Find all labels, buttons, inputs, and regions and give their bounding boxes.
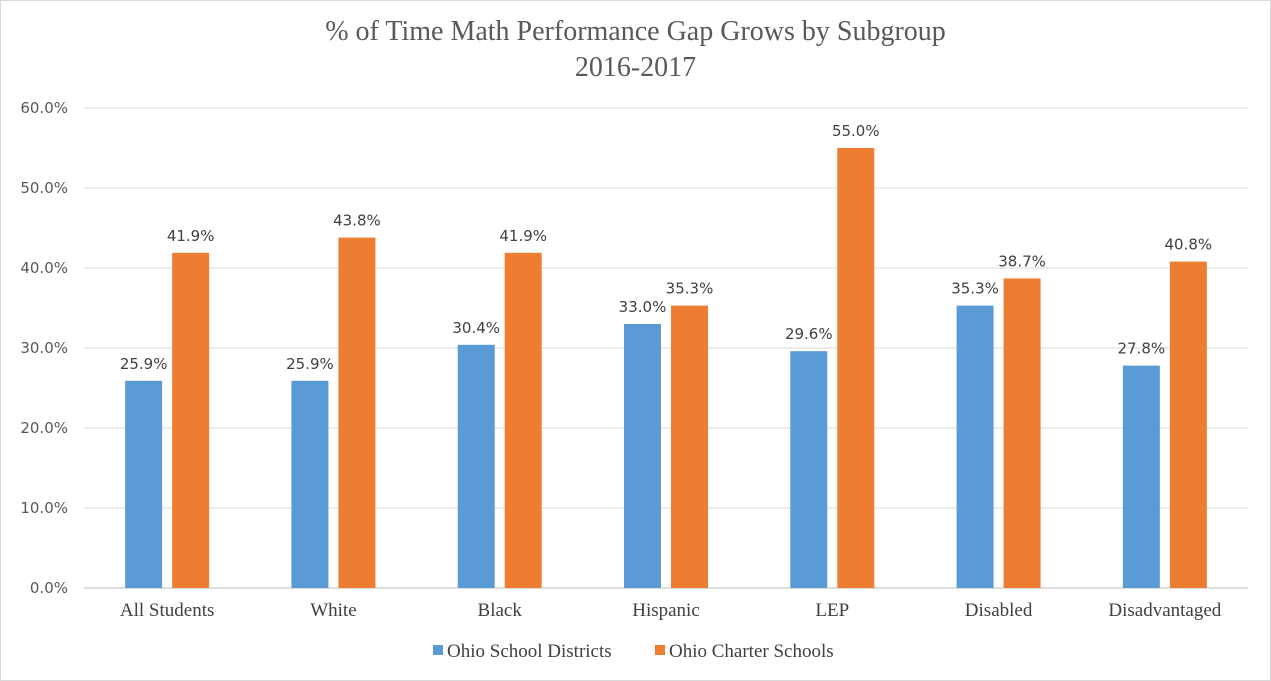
bar-districts [457, 344, 495, 588]
data-label: 25.9% [286, 355, 334, 373]
bar-charter [1003, 278, 1041, 588]
y-tick-label: 50.0% [20, 179, 68, 197]
data-label: 35.3% [951, 280, 999, 298]
x-category-label: Disabled [965, 600, 1033, 621]
bar-districts [956, 305, 994, 588]
data-label: 38.7% [998, 252, 1046, 270]
data-label: 43.8% [333, 212, 381, 230]
y-tick-label: 40.0% [20, 259, 68, 277]
bar-districts [291, 380, 329, 588]
y-tick-label: 20.0% [20, 419, 68, 437]
bar-charter [172, 252, 210, 589]
data-label: 55.0% [832, 122, 880, 140]
bar-charter [1169, 261, 1207, 588]
x-category-label: LEP [815, 600, 849, 621]
legend-label: Ohio School Districts [447, 641, 612, 662]
bar-districts [624, 324, 661, 588]
x-category-label: Disadvantaged [1108, 600, 1221, 621]
bar-charter [671, 305, 708, 588]
data-label: 27.8% [1118, 340, 1166, 358]
bar-charter [338, 237, 376, 588]
x-category-label: Black [478, 600, 523, 621]
y-tick-label: 10.0% [20, 499, 68, 517]
legend-swatch [433, 645, 443, 655]
y-tick-label: 60.0% [20, 99, 68, 117]
bar-districts [125, 380, 163, 588]
chart-title: % of Time Math Performance Gap Grows by … [0, 14, 1271, 86]
data-label: 41.9% [499, 227, 547, 245]
x-category-label: Hispanic [632, 600, 700, 621]
y-tick-label: 30.0% [20, 339, 68, 357]
bar-charter [837, 148, 875, 588]
data-label: 40.8% [1165, 236, 1213, 254]
data-label: 29.6% [785, 325, 833, 343]
chart-title-line1: % of Time Math Performance Gap Grows by … [325, 16, 946, 47]
x-category-label: All Students [120, 600, 214, 621]
data-label: 25.9% [120, 355, 168, 373]
data-label: 30.4% [452, 319, 500, 337]
bar-charter [504, 252, 542, 589]
bar-districts [790, 351, 828, 588]
data-label: 35.3% [666, 280, 714, 298]
bar-districts [1122, 365, 1160, 588]
x-category-label: White [310, 600, 356, 621]
data-label: 33.0% [619, 298, 667, 316]
legend-label: Ohio Charter Schools [669, 641, 834, 662]
chart-title-line2: 2016-2017 [574, 52, 697, 83]
data-label: 41.9% [167, 227, 215, 245]
legend-swatch [655, 645, 665, 655]
y-tick-label: 0.0% [30, 579, 68, 597]
